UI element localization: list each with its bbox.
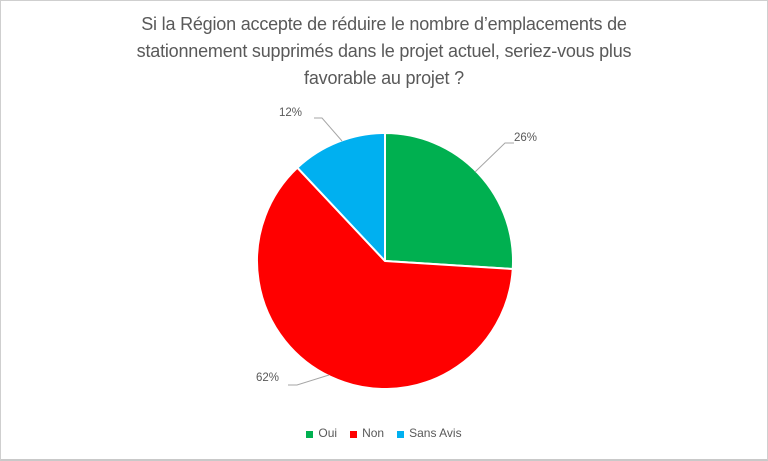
data-label-non: 62% [256,372,280,384]
legend-label-non: Non [362,426,385,440]
chart-title-line-3: favorable au projet ? [304,68,464,88]
pie-slice-oui [384,132,514,271]
legend-item-sans-avis: Sans Avis [397,426,462,441]
legend-swatch-non [350,430,358,438]
pie-slices [256,132,514,390]
chart-title: Si la Région accepte de réduire le nombr… [1,11,767,92]
data-label-sans-avis: 12% [279,107,303,119]
pie-slice-sans-avis [296,132,386,262]
data-label-oui: 26% [514,132,538,144]
legend-swatch-sans-avis [397,430,405,438]
legend-item-oui: Oui [306,426,337,441]
leader-lines [288,117,514,386]
legend-swatch-oui [306,430,314,438]
legend-label-oui: Oui [318,426,338,440]
legend-label-sans-avis: Sans Avis [409,426,462,440]
chart-title-line-2: stationnement supprimés dans le projet a… [136,41,632,61]
legend: Oui Non Sans Avis [1,426,767,441]
leader-line-non [288,374,330,386]
pie-slice-non [256,166,514,390]
legend-item-non: Non [350,426,384,441]
chart-title-line-1: Si la Région accepte de réduire le nombr… [141,14,627,34]
leader-line-oui [474,142,514,173]
leader-line-sans-avis [314,117,343,142]
